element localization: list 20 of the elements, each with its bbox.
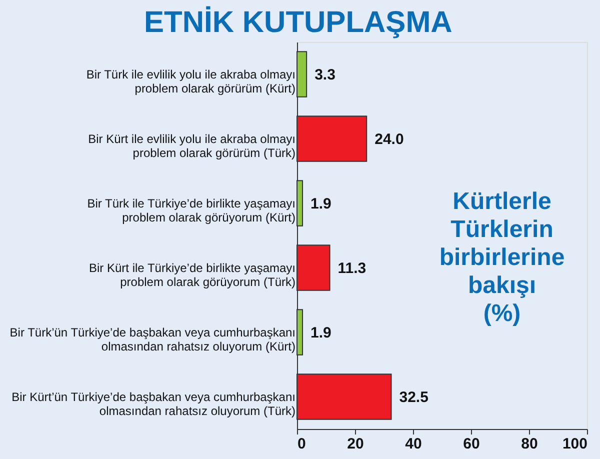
x-tick-label: 40 — [405, 436, 422, 452]
y-tick-label: Bir Kürt’ün Türkiye’de başbakan veya cumhurbaşkanı olmasından rahatsız oluyorum (Türk) — [12, 390, 296, 418]
data-label: 1.9 — [310, 195, 332, 212]
chart-title: ETNİK KUTUPLAŞMA — [144, 6, 452, 39]
x-tick-label: 80 — [521, 436, 538, 452]
y-tick-label: Bir Türk’ün Türkiye’de başbakan veya cumhurbaşkanı olmasından rahatsız oluyorum (Kürt) — [10, 325, 296, 354]
y-tick-label: Bir Türk ile evlilik yolu ile akraba olmayı problem olarak görürüm (Kürt) — [86, 67, 296, 96]
data-label: 32.5 — [399, 388, 428, 406]
data-label: 24.0 — [374, 130, 404, 148]
x-tick-label: 100 — [562, 436, 588, 452]
data-label: 3.3 — [314, 66, 336, 84]
data-label: 11.3 — [338, 260, 366, 277]
x-tick-label: 60 — [463, 436, 480, 452]
annotation: Kürtlerle Türklerin birbirlerine bakışı (%) — [439, 188, 565, 327]
y-tick-label: Bir Türk ile Türkiye’de birlikte yaşamayı problem olarak görüyorum (Kürt) — [87, 196, 296, 224]
data-label: 1.9 — [310, 324, 332, 342]
y-tick-label: Bir Kürt ile evlilik yolu ile akraba olmayı problem olarak görürüm (Türk) — [88, 132, 296, 160]
y-tick-label: Bir Kürt ile Türkiye’de birlikte yaşamayı problem olarak görüyorum (Türk) — [88, 260, 296, 289]
x-tick-label: 20 — [347, 436, 364, 452]
x-tick-label: 0 — [298, 436, 306, 452]
